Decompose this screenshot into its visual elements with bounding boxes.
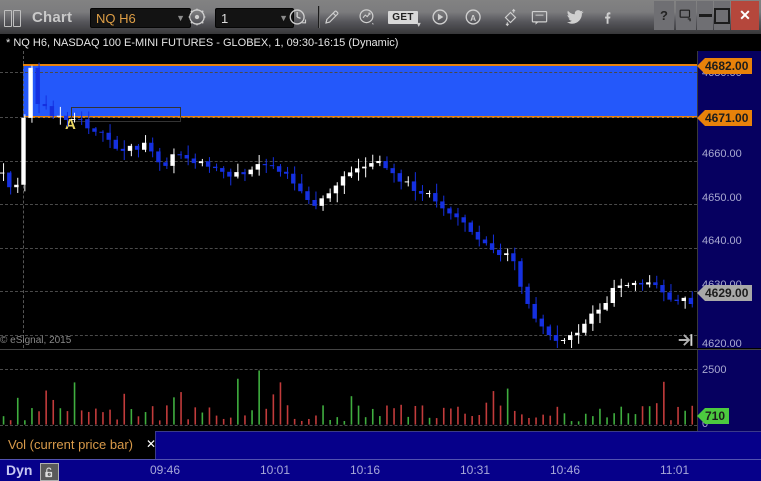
svg-text:A: A bbox=[470, 13, 476, 23]
